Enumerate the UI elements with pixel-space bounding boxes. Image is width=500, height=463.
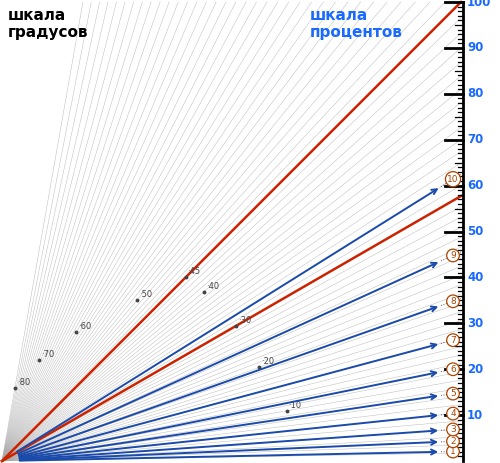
Text: 70: 70 bbox=[467, 133, 483, 146]
Text: ·40: ·40 bbox=[206, 282, 219, 291]
Text: 60: 60 bbox=[467, 179, 483, 192]
Text: 2: 2 bbox=[450, 437, 456, 446]
Text: 9: 9 bbox=[450, 251, 456, 260]
Text: 1: 1 bbox=[450, 447, 456, 456]
Text: 3: 3 bbox=[450, 425, 456, 434]
Text: ·30: ·30 bbox=[238, 316, 252, 325]
Text: ·60: ·60 bbox=[78, 323, 92, 332]
Text: ·70: ·70 bbox=[41, 350, 54, 359]
Text: 10: 10 bbox=[467, 409, 483, 422]
Text: 6: 6 bbox=[450, 365, 456, 374]
Text: шкала
градусов: шкала градусов bbox=[8, 8, 88, 40]
Text: ·10: ·10 bbox=[288, 401, 302, 410]
Text: 100: 100 bbox=[467, 0, 491, 8]
Text: 4: 4 bbox=[450, 409, 456, 418]
Text: ·50: ·50 bbox=[139, 290, 152, 300]
Text: 5: 5 bbox=[450, 389, 456, 398]
Text: 8: 8 bbox=[450, 297, 456, 306]
Text: 40: 40 bbox=[467, 271, 483, 284]
Text: шкала
процентов: шкала процентов bbox=[310, 8, 403, 40]
Text: 90: 90 bbox=[467, 41, 483, 54]
Text: 50: 50 bbox=[467, 225, 483, 238]
Text: 80: 80 bbox=[467, 88, 483, 100]
Text: 7: 7 bbox=[450, 336, 456, 344]
Text: ·80: ·80 bbox=[17, 377, 30, 387]
Text: 10: 10 bbox=[447, 175, 458, 184]
Text: 30: 30 bbox=[467, 317, 483, 330]
Text: 20: 20 bbox=[467, 363, 483, 375]
Text: ·20: ·20 bbox=[261, 357, 274, 366]
Text: ·45: ·45 bbox=[188, 268, 200, 276]
